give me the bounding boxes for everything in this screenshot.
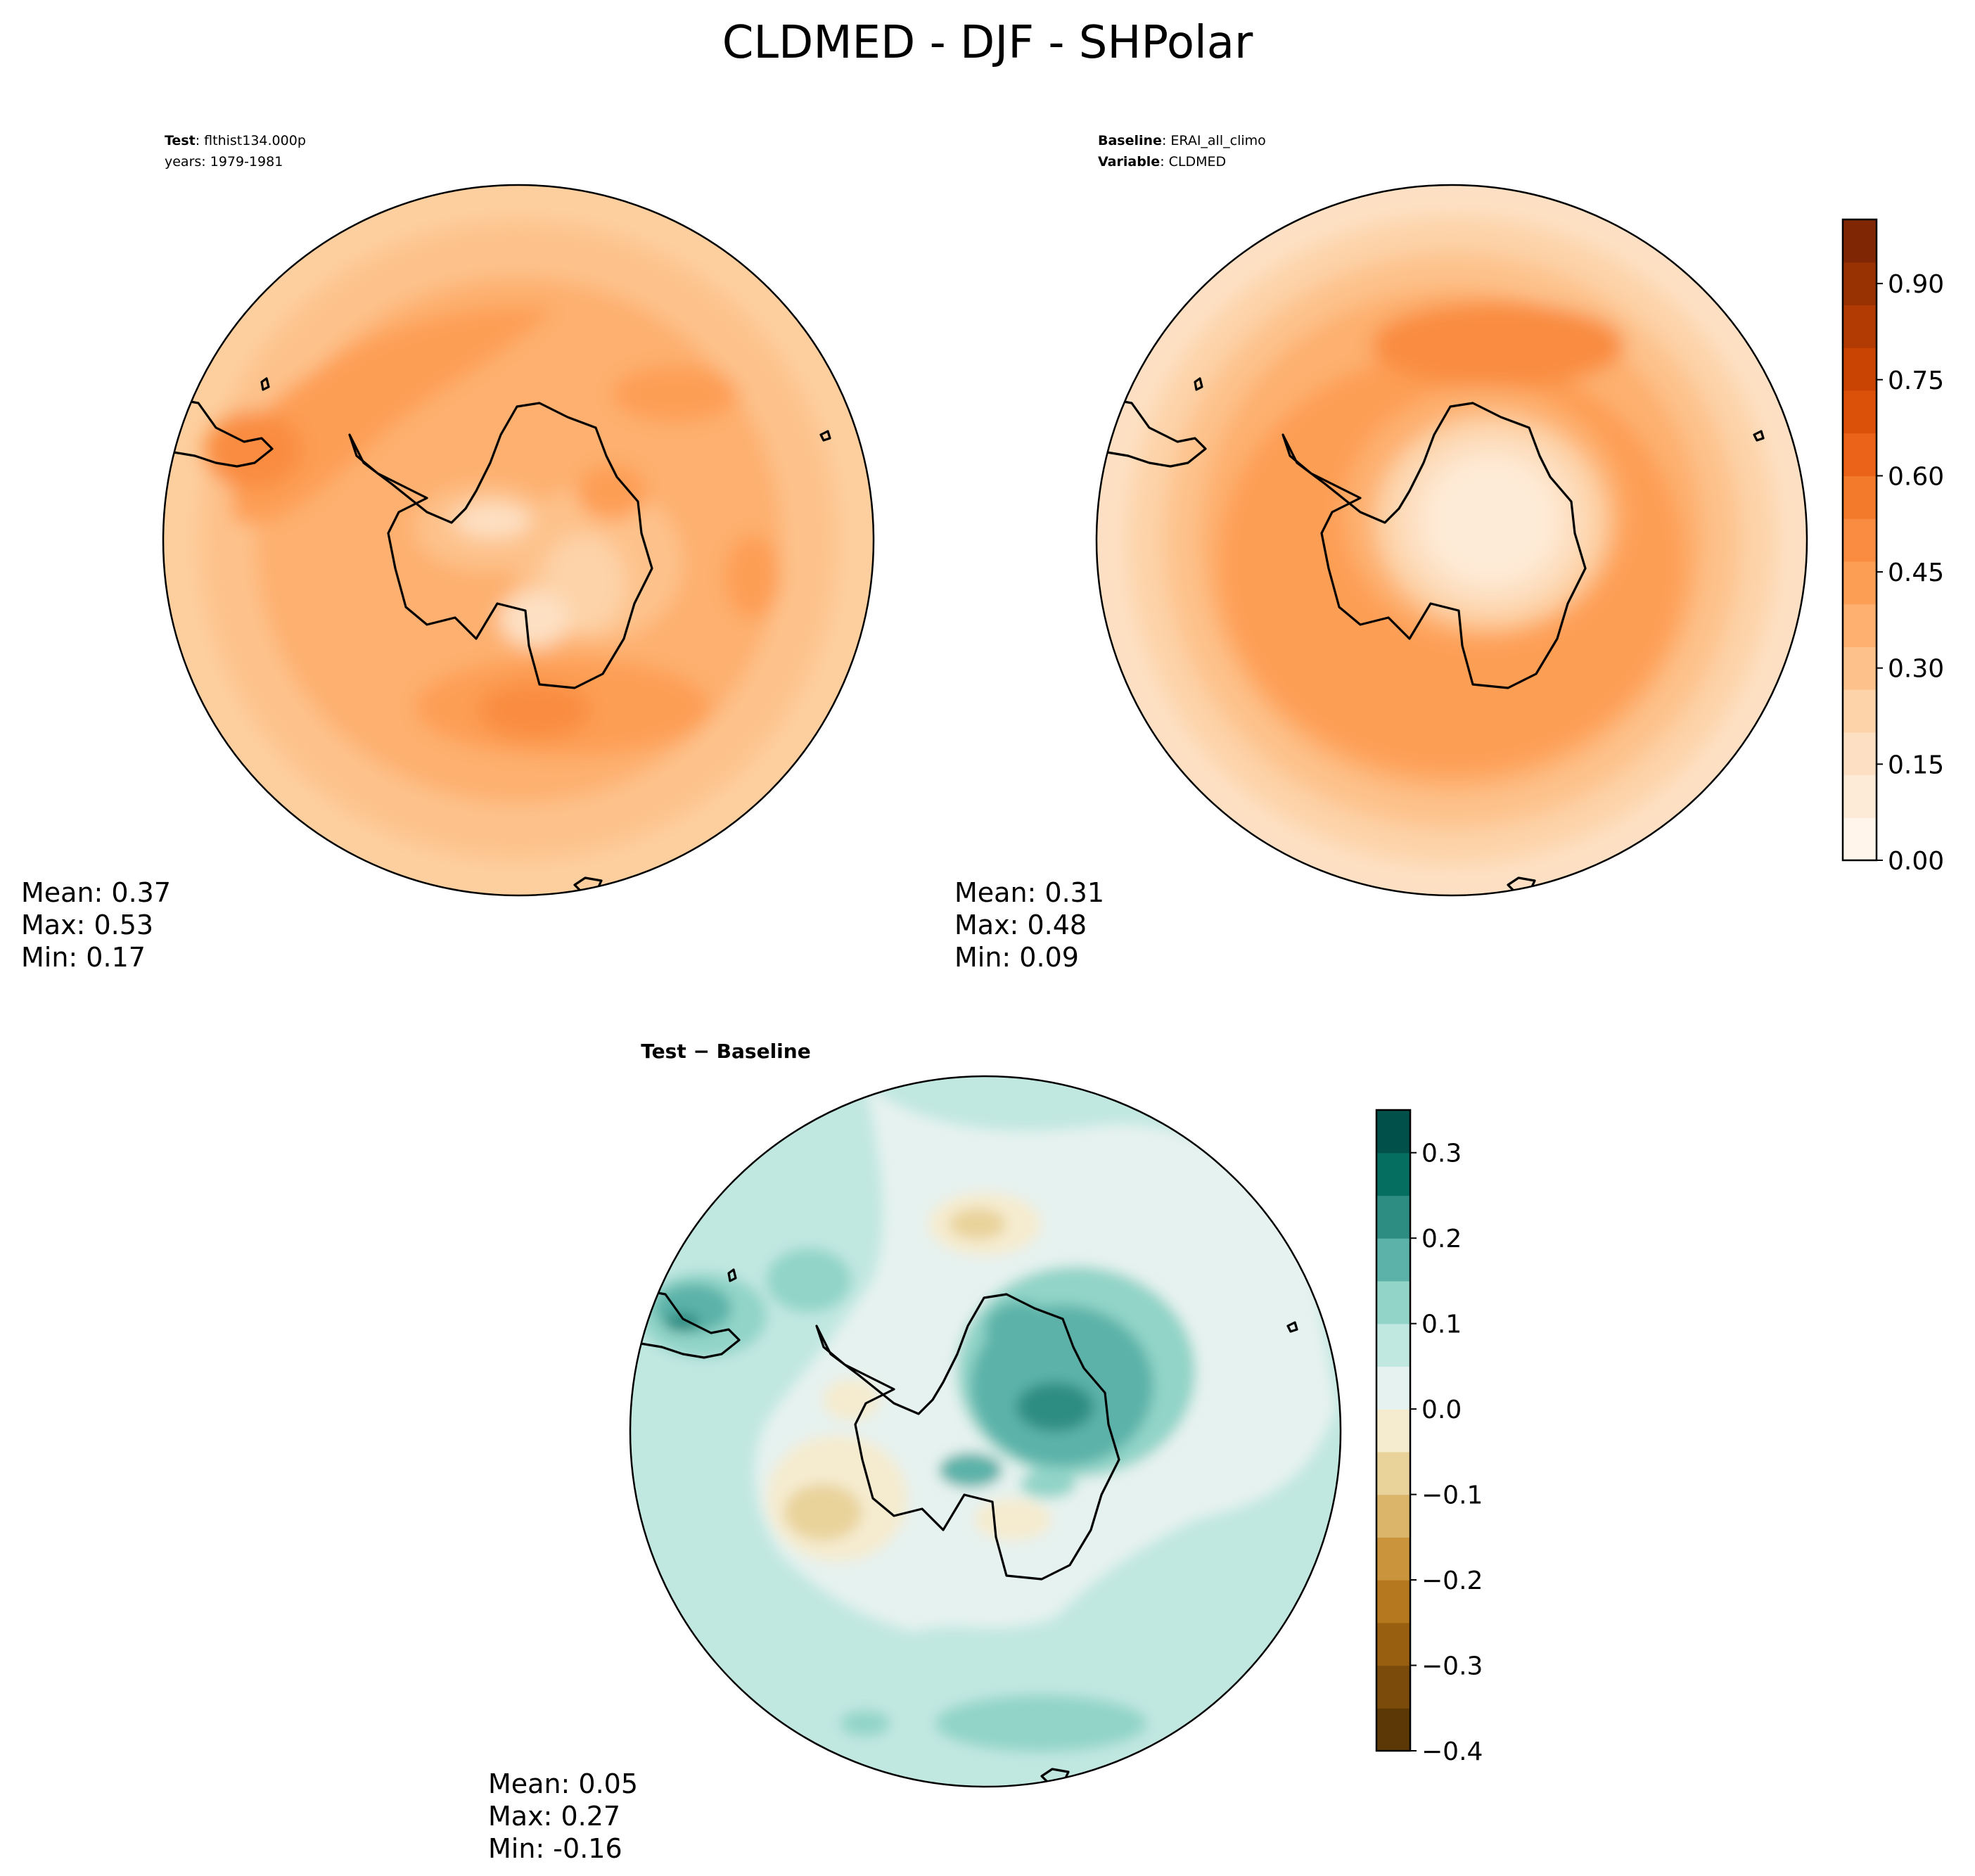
difference-colorbar-color-level bbox=[1376, 1152, 1410, 1197]
test-label-key: Test bbox=[165, 133, 196, 148]
difference-colorbar-color-level bbox=[1376, 1580, 1410, 1623]
difference-colorbar-color-level bbox=[1376, 1494, 1410, 1538]
difference-colorbar-color-level bbox=[1376, 1195, 1410, 1239]
main-colorbar-color-level bbox=[1843, 604, 1877, 647]
main-colorbar-color-level bbox=[1843, 561, 1877, 605]
south-america-coast bbox=[172, 398, 274, 468]
main-colorbar-color-level bbox=[1843, 817, 1877, 861]
antarctica-coast bbox=[1281, 402, 1587, 689]
test-map bbox=[163, 185, 874, 895]
difference-colorbar: −0.4 −0.3 −0.2 −0.1 0.0 0.1 0.2 0.3 bbox=[1375, 1109, 1483, 1766]
difference-title: Test − Baseline bbox=[641, 1040, 810, 1063]
test-max: Max: 0.53 bbox=[21, 910, 153, 940]
difference-colorbar-color-level bbox=[1376, 1110, 1410, 1154]
difference-colorbar-tick-label: −0.3 bbox=[1421, 1652, 1483, 1681]
difference-coastline bbox=[639, 1268, 1298, 1787]
difference-max: Max: 0.27 bbox=[488, 1801, 620, 1832]
kerguelen-coast bbox=[1286, 1321, 1298, 1333]
difference-min: Min: -0.16 bbox=[488, 1833, 622, 1864]
falklands-coast bbox=[260, 377, 270, 391]
baseline-min: Min: 0.09 bbox=[954, 942, 1079, 973]
falklands-coast bbox=[727, 1268, 737, 1282]
falklands-coast bbox=[1194, 377, 1203, 391]
test-years: years: 1979-1981 bbox=[165, 154, 283, 170]
baseline-panel: Baseline: ERAI_all_climo Variable: CLDME… bbox=[954, 133, 1808, 973]
main-colorbar-color-level bbox=[1843, 689, 1877, 733]
baseline-variable: Variable: CLDMED bbox=[1098, 154, 1226, 170]
difference-colorbar-color-level bbox=[1376, 1622, 1410, 1666]
difference-colorbar-tick-label: 0.2 bbox=[1421, 1225, 1462, 1253]
baseline-label-value: : ERAI_all_climo bbox=[1162, 133, 1266, 148]
baseline-variable-key: Variable bbox=[1098, 154, 1160, 170]
difference-colorbar-color-level bbox=[1376, 1323, 1410, 1367]
figure-title: CLDMED - DJF - SHPolar bbox=[722, 17, 1253, 69]
test-label: Test: flthist134.000p bbox=[165, 133, 306, 148]
test-min: Min: 0.17 bbox=[21, 942, 146, 973]
baseline-variable-value: : CLDMED bbox=[1160, 154, 1226, 170]
difference-map-border bbox=[629, 1075, 1342, 1788]
main-colorbar-tick-label: 0.30 bbox=[1888, 655, 1944, 684]
baseline-map bbox=[1097, 185, 1807, 895]
baseline-label-key: Baseline bbox=[1098, 133, 1162, 148]
main-colorbar: 0.00 0.15 0.30 0.45 0.60 0.75 0.90 bbox=[1841, 218, 1944, 876]
difference-panel: Test − Baseline bbox=[488, 1040, 1342, 1864]
kerguelen-coast bbox=[819, 430, 831, 442]
test-mean: Mean: 0.37 bbox=[21, 877, 171, 908]
main-colorbar-tick-label: 0.60 bbox=[1888, 462, 1944, 491]
difference-colorbar-color-level bbox=[1376, 1366, 1410, 1410]
main-colorbar-tick-label: 0.15 bbox=[1888, 751, 1944, 779]
south-america-coast bbox=[639, 1289, 741, 1359]
main-colorbar-color-level bbox=[1843, 774, 1877, 818]
difference-colorbar-tick-label: 0.1 bbox=[1421, 1310, 1462, 1339]
south-america-coast bbox=[1106, 398, 1207, 468]
difference-colorbar-tick-label: 0.0 bbox=[1421, 1396, 1462, 1424]
test-panel: Test: flthist134.000p years: 1979-1981 bbox=[21, 133, 875, 973]
kerguelen-coast bbox=[1753, 430, 1765, 442]
antarctica-coast bbox=[815, 1293, 1120, 1581]
baseline-map-border bbox=[1095, 184, 1808, 897]
main-colorbar-color-level bbox=[1843, 262, 1877, 306]
main-colorbar-color-level bbox=[1843, 347, 1877, 391]
main-colorbar-tick-label: 0.45 bbox=[1888, 559, 1944, 587]
difference-colorbar-color-level bbox=[1376, 1537, 1410, 1581]
difference-colorbar-tick-label: −0.4 bbox=[1421, 1737, 1483, 1766]
test-map-border bbox=[162, 184, 875, 897]
baseline-mean: Mean: 0.31 bbox=[954, 877, 1104, 908]
main-colorbar-tick-label: 0.75 bbox=[1888, 366, 1944, 395]
main-colorbar-color-level bbox=[1843, 219, 1877, 263]
main-colorbar-color-level bbox=[1843, 390, 1877, 434]
difference-colorbar-tick-label: 0.3 bbox=[1421, 1140, 1462, 1168]
main-colorbar-color-level bbox=[1843, 305, 1877, 348]
baseline-label: Baseline: ERAI_all_climo bbox=[1098, 133, 1266, 148]
main-colorbar-color-level bbox=[1843, 646, 1877, 690]
main-colorbar-frame bbox=[1841, 218, 1878, 862]
test-label-value: : flthist134.000p bbox=[196, 133, 306, 148]
difference-colorbar-color-level bbox=[1376, 1409, 1410, 1453]
antarctica-coast bbox=[348, 402, 653, 689]
difference-colorbar-tick-label: −0.2 bbox=[1421, 1566, 1483, 1595]
main-colorbar-color-level bbox=[1843, 732, 1877, 776]
difference-colorbar-color-level bbox=[1376, 1238, 1410, 1282]
main-colorbar-color-level bbox=[1843, 476, 1877, 519]
difference-colorbar-color-level bbox=[1376, 1451, 1410, 1495]
main-colorbar-color-level bbox=[1843, 433, 1877, 476]
baseline-coastline bbox=[1106, 377, 1765, 895]
main-colorbar-color-level bbox=[1843, 518, 1877, 562]
difference-colorbar-color-level bbox=[1376, 1708, 1410, 1751]
difference-colorbar-color-level bbox=[1376, 1665, 1410, 1709]
difference-map bbox=[630, 1076, 1341, 1787]
difference-mean: Mean: 0.05 bbox=[488, 1768, 638, 1799]
difference-colorbar-tick-label: −0.1 bbox=[1421, 1481, 1483, 1510]
main-colorbar-tick-label: 0.90 bbox=[1888, 270, 1944, 299]
difference-colorbar-frame bbox=[1375, 1109, 1412, 1752]
main-colorbar-tick-label: 0.00 bbox=[1888, 847, 1944, 876]
baseline-max: Max: 0.48 bbox=[954, 910, 1087, 940]
difference-colorbar-color-level bbox=[1376, 1280, 1410, 1325]
